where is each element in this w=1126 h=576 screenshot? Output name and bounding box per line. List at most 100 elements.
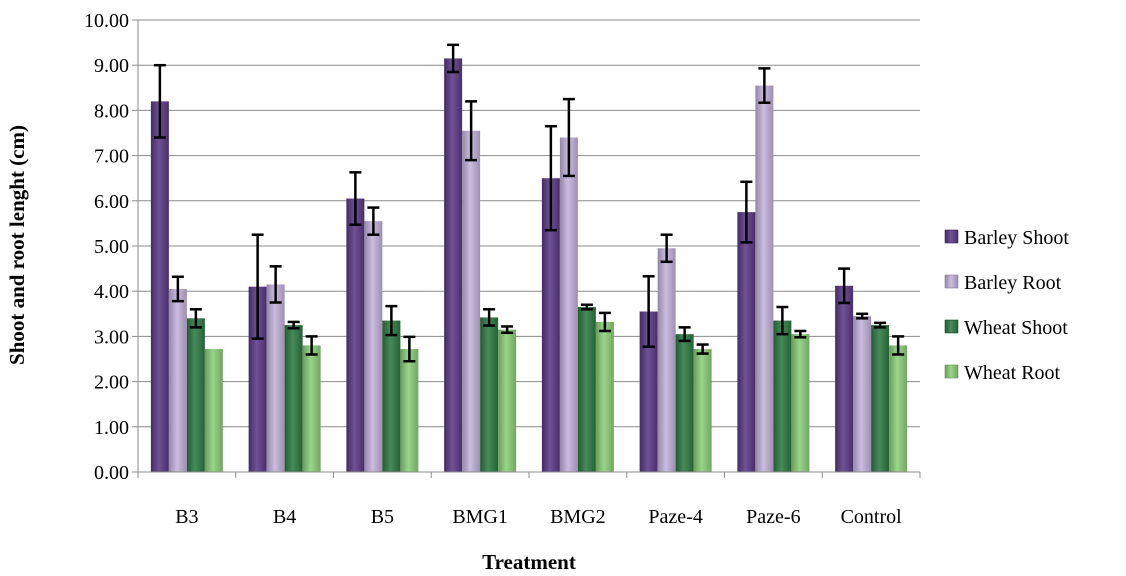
error-bar [269, 265, 282, 304]
bar-wheat-root-b3 [204, 349, 223, 472]
y-tick-label: 5.00 [94, 236, 129, 258]
x-tick-label: Paze-6 [746, 506, 800, 528]
x-axis-ticks: B3 B4 B5 BMG1 BMG2 Paze-4 Paze-6 Control [137, 472, 921, 528]
legend-label: Barley Root [964, 272, 1062, 294]
bar-wheat-root-bmg2 [595, 321, 614, 472]
bar-wheat-shoot-b5 [382, 320, 401, 472]
bar-barley-root-b3 [168, 288, 187, 472]
error-bar [171, 275, 184, 303]
error-bar [562, 97, 575, 178]
y-tick-label: 6.00 [94, 191, 129, 213]
x-tick-label: Control [841, 506, 903, 528]
error-bar [598, 311, 611, 333]
error-bar [642, 275, 655, 349]
error-bar [794, 329, 807, 339]
bar-wheat-shoot-bmg2 [577, 307, 596, 472]
y-tick-label: 4.00 [94, 281, 129, 303]
bar-wheat-root-control [889, 345, 908, 472]
bar-wheat-shoot-b4 [284, 325, 303, 472]
bar-barley-root-paze-4 [657, 248, 676, 472]
y-tick-label: 10.00 [84, 10, 129, 32]
bar-barley-root-bmg1 [462, 130, 481, 473]
bar-barley-shoot-b5 [346, 198, 365, 473]
x-tick-label: BMG2 [550, 506, 606, 528]
bar-barley-root-b4 [266, 284, 285, 472]
error-bar [696, 343, 709, 355]
error-bar [403, 335, 416, 363]
legend-swatch [944, 229, 959, 244]
legend-item: Wheat Shoot [944, 317, 1068, 339]
bar-wheat-root-paze-6 [791, 334, 810, 472]
legend: Barley Shoot Barley Root Wheat Shoot Wheat … [944, 227, 1069, 384]
legend-item: Barley Root [944, 272, 1062, 294]
error-bar [892, 335, 905, 356]
bar-barley-shoot-b4 [248, 286, 267, 472]
x-tick-label: B3 [175, 506, 198, 528]
y-tick-label: 8.00 [94, 100, 129, 122]
y-tick-label: 9.00 [94, 55, 129, 77]
bar-barley-shoot-paze-6 [737, 212, 756, 472]
legend-label: Wheat Root [964, 362, 1061, 384]
y-tick-label: 2.00 [94, 372, 129, 394]
bar-wheat-shoot-paze-6 [773, 320, 792, 472]
x-tick-label: B4 [273, 506, 296, 528]
error-bar [874, 321, 887, 329]
legend-label: Wheat Shoot [964, 317, 1068, 339]
error-bar [758, 67, 771, 104]
bar-barley-root-control [853, 316, 872, 472]
bar-barley-shoot-bmg2 [541, 178, 560, 472]
legend-item: Barley Shoot [944, 227, 1069, 249]
error-bar [367, 206, 380, 236]
error-bar [153, 63, 166, 139]
y-axis-title: Shoot and root lenght (cm) [5, 125, 29, 365]
error-bar [465, 100, 478, 162]
error-bar [385, 304, 398, 337]
error-bar [740, 180, 753, 244]
bar-wheat-root-b5 [400, 349, 419, 472]
y-axis-ticks: 0.00 1.00 2.00 3.00 4.00 5.00 6.00 7.00 8.00 9.00… [84, 10, 138, 484]
bars [150, 58, 908, 473]
error-bars [153, 43, 905, 363]
error-bar [838, 267, 851, 305]
error-bar [544, 124, 557, 232]
x-tick-label: B5 [371, 506, 394, 528]
y-tick-label: 3.00 [94, 326, 129, 348]
error-bar [501, 325, 514, 335]
bar-barley-shoot-bmg1 [444, 58, 463, 473]
error-bar [678, 326, 691, 343]
legend-item: Wheat Root [944, 362, 1061, 384]
error-bar [251, 233, 264, 340]
bar-barley-shoot-control [835, 285, 854, 472]
y-tick-label: 1.00 [94, 417, 129, 439]
bar-barley-root-b5 [364, 221, 383, 472]
error-bar [483, 308, 496, 327]
x-tick-label: BMG1 [452, 506, 508, 528]
bar-wheat-shoot-paze-4 [675, 334, 694, 472]
bar-barley-root-paze-6 [755, 85, 774, 472]
error-bar [447, 43, 460, 74]
bar-wheat-shoot-b3 [186, 318, 205, 472]
error-bar [305, 335, 318, 356]
error-bar [287, 320, 300, 330]
bar-wheat-root-paze-4 [693, 349, 712, 472]
y-tick-label: 7.00 [94, 146, 129, 168]
legend-swatch [944, 274, 959, 289]
error-bar [349, 171, 362, 227]
x-axis-title: Treatment [482, 550, 576, 574]
bar-barley-root-bmg2 [559, 137, 578, 472]
bar-barley-shoot-b3 [150, 101, 169, 473]
error-bar [776, 305, 789, 336]
error-bar [660, 233, 673, 264]
x-tick-label: Paze-4 [648, 506, 702, 528]
legend-swatch [944, 364, 959, 379]
bar-barley-shoot-paze-4 [639, 311, 658, 472]
legend-label: Barley Shoot [964, 227, 1069, 249]
bar-wheat-shoot-control [871, 325, 890, 472]
error-bar [856, 312, 869, 320]
error-bar [189, 308, 202, 329]
bar-wheat-root-bmg1 [498, 329, 517, 472]
legend-swatch [944, 319, 959, 334]
y-tick-label: 0.00 [94, 462, 129, 484]
error-bar [580, 303, 593, 311]
